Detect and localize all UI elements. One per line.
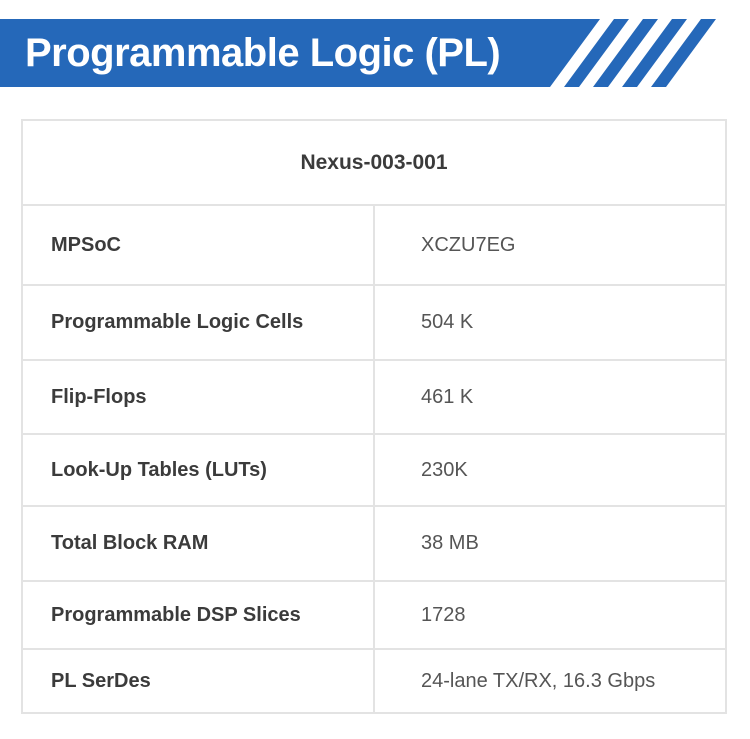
table-row: Total Block RAM 38 MB (21, 505, 727, 582)
section-title: Programmable Logic (PL) (25, 31, 501, 75)
table-row: PL SerDes 24-lane TX/RX, 16.3 Gbps (21, 648, 727, 714)
spec-value: 504 K (373, 284, 727, 361)
spec-table: Nexus-003-001 MPSoC XCZU7EG Programmable… (21, 119, 727, 714)
spec-label: Total Block RAM (21, 505, 375, 582)
spec-value: 1728 (373, 580, 727, 650)
table-row: MPSoC XCZU7EG (21, 204, 727, 286)
spec-value: 24-lane TX/RX, 16.3 Gbps (373, 648, 727, 714)
table-row: Look-Up Tables (LUTs) 230K (21, 433, 727, 507)
spec-label: MPSoC (21, 204, 375, 286)
spec-value: 230K (373, 433, 727, 507)
banner-stripe-1 (564, 19, 629, 87)
spec-value: 38 MB (373, 505, 727, 582)
banner-stripe-4 (651, 19, 716, 87)
spec-value: XCZU7EG (373, 204, 727, 286)
spec-label: Programmable Logic Cells (21, 284, 375, 361)
banner-stripes-graphic (0, 19, 716, 87)
table-header-row: Nexus-003-001 (21, 119, 727, 206)
table-row: Programmable DSP Slices 1728 (21, 580, 727, 650)
banner-stripe-3 (622, 19, 687, 87)
table-row: Flip-Flops 461 K (21, 359, 727, 435)
spec-label: Programmable DSP Slices (21, 580, 375, 650)
model-name-cell: Nexus-003-001 (21, 119, 727, 206)
spec-label: Look-Up Tables (LUTs) (21, 433, 375, 507)
spec-label: Flip-Flops (21, 359, 375, 435)
banner-background (0, 19, 600, 87)
banner-stripe-2 (593, 19, 658, 87)
spec-value: 461 K (373, 359, 727, 435)
table-row: Programmable Logic Cells 504 K (21, 284, 727, 361)
section-banner: Programmable Logic (PL) (0, 19, 750, 87)
spec-label: PL SerDes (21, 648, 375, 714)
